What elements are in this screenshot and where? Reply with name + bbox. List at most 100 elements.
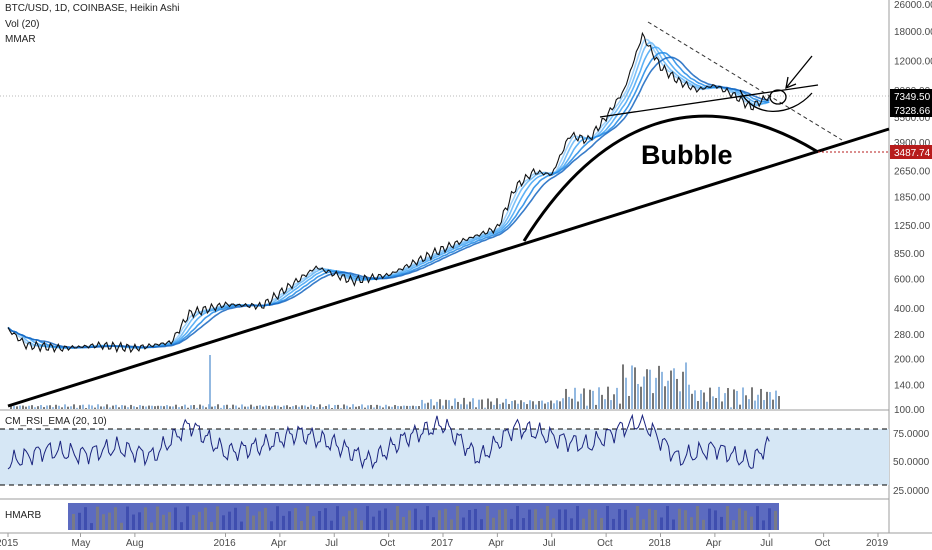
volume-bar: [259, 405, 261, 409]
volume-bar: [706, 401, 708, 409]
hmarb-stripe: [690, 517, 693, 530]
hmarb-stripe: [732, 520, 735, 530]
hmarb-stripe: [708, 508, 711, 530]
volume-bar: [598, 387, 600, 409]
hmarb-stripe: [138, 512, 141, 530]
volume-bar: [475, 407, 477, 409]
volume-bar: [25, 406, 27, 409]
volume-bar: [490, 401, 492, 409]
volume-bar: [565, 388, 567, 409]
hmarb-stripe: [246, 506, 249, 530]
hmarb-stripe: [624, 509, 627, 530]
volume-bar: [391, 406, 393, 409]
volume-bar: [286, 405, 288, 409]
volume-bar: [685, 362, 687, 409]
volume-bar: [82, 404, 84, 409]
price-panel[interactable]: [0, 0, 889, 409]
volume-bar: [88, 404, 90, 409]
volume-bar: [247, 406, 249, 409]
hmarb-stripe: [198, 511, 201, 530]
volume-bar: [256, 405, 258, 409]
volume-bar: [439, 399, 441, 409]
volume-bar: [106, 404, 108, 409]
second-price-tag: [890, 103, 932, 117]
volume-bar: [529, 400, 531, 409]
volume-bar: [700, 390, 702, 409]
volume-bar: [76, 407, 78, 409]
volume-bar: [289, 406, 291, 409]
volume-bar: [367, 405, 369, 409]
hmarb-stripe: [642, 519, 645, 530]
volume-bar: [619, 403, 621, 409]
volume-bar: [115, 404, 117, 409]
volume-bar: [91, 405, 93, 409]
volume-bar: [448, 400, 450, 409]
price-axis-label: 2650.00: [894, 166, 931, 177]
volume-bar: [304, 405, 306, 409]
volume-bar: [523, 402, 525, 409]
hmarb-stripe: [456, 506, 459, 530]
target-price-value: 3487.74: [894, 148, 931, 159]
volume-bar: [190, 405, 192, 409]
volume-bar: [127, 407, 129, 409]
volume-bar: [589, 389, 591, 409]
volume-bar: [562, 398, 564, 409]
time-axis-label: May: [72, 538, 91, 549]
hmarb-stripe: [294, 508, 297, 530]
volume-bar: [667, 380, 669, 409]
hmarb-stripe: [282, 515, 285, 530]
volume-bar: [172, 406, 174, 409]
volume-bar: [655, 377, 657, 409]
time-axis-label: 2016: [214, 538, 237, 549]
volume-bar: [292, 406, 294, 409]
volume-bar: [682, 371, 684, 409]
volume-bar: [643, 376, 645, 409]
volume-bar: [238, 407, 240, 409]
volume-bar: [442, 405, 444, 409]
volume-bar: [511, 401, 513, 409]
volume-bar: [298, 406, 300, 409]
volume-bar: [61, 407, 63, 409]
time-axis-label: Apr: [706, 538, 722, 549]
hmarb-stripe: [366, 506, 369, 530]
volume-bar: [31, 405, 33, 409]
hmarb-stripe: [564, 509, 567, 530]
hmarb-stripe: [162, 514, 165, 530]
volume-bar: [574, 387, 576, 409]
price-axis-label: 200.00: [894, 355, 925, 366]
volume-bar: [319, 404, 321, 409]
hmarb-stripe: [738, 508, 741, 530]
hmarb-stripe: [768, 508, 771, 530]
volume-bar: [406, 405, 408, 409]
volume-bar: [154, 406, 156, 409]
hmarb-stripe: [168, 512, 171, 530]
volume-bar: [577, 401, 579, 409]
volume-bar: [328, 404, 330, 409]
volume-bar: [307, 406, 309, 409]
volume-bar: [181, 406, 183, 409]
hmarb-stripe: [726, 506, 729, 530]
volume-bar: [412, 405, 414, 409]
price-axis[interactable]: 26000.0018000.0012000.008000.005500.0039…: [894, 0, 932, 416]
volume-bar: [37, 406, 39, 409]
volume-bar: [310, 404, 312, 409]
hmarb-stripe: [402, 516, 405, 530]
hmarb-stripe: [606, 506, 609, 530]
hmarb-stripe: [372, 516, 375, 530]
hmarb-stripe: [462, 517, 465, 530]
volume-bar: [571, 398, 573, 409]
hmarb-stripe: [414, 508, 417, 530]
volume-bar: [175, 404, 177, 409]
volume-bar: [97, 404, 99, 409]
volume-bar: [766, 391, 768, 409]
hmarb-stripe: [702, 519, 705, 530]
volume-bar: [85, 408, 87, 409]
price-axis-label: 1250.00: [894, 221, 931, 232]
time-axis[interactable]: 2015 May Aug 2016 Apr Jul Oct 2017 Apr Jul Oct 2018…: [0, 533, 889, 549]
volume-bar: [16, 406, 18, 409]
volume-bar: [52, 407, 54, 409]
hmarb-stripe: [588, 509, 591, 530]
volume-bar: [514, 400, 516, 409]
volume-bar: [226, 404, 228, 409]
